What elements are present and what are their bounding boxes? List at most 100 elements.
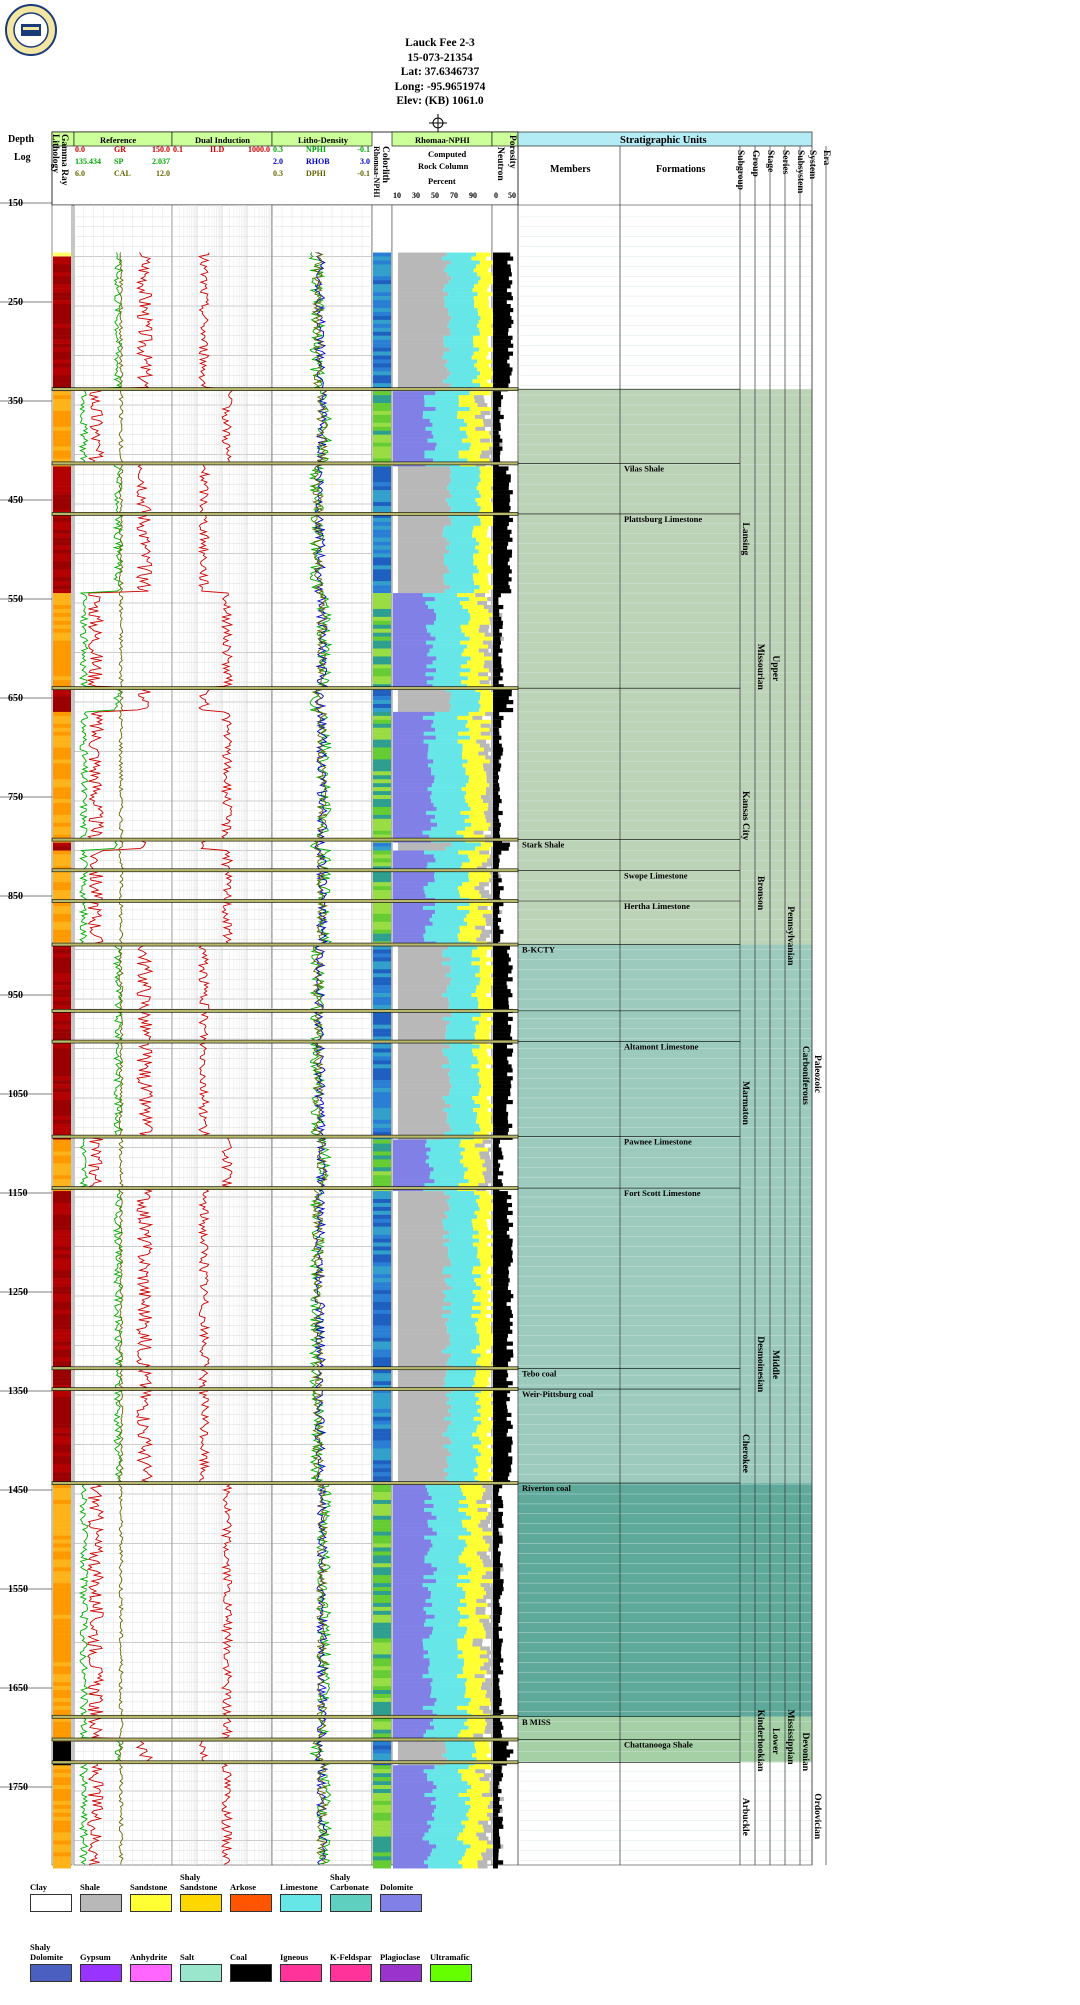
neutron-fill bbox=[493, 1721, 503, 1726]
rock-column-segment bbox=[397, 1305, 443, 1311]
rock-column-segment bbox=[447, 367, 478, 372]
rock-column-segment bbox=[446, 1369, 477, 1374]
rock-column-segment bbox=[461, 1777, 480, 1782]
rock-column-segment bbox=[450, 1258, 480, 1263]
rock-column-segment bbox=[393, 1769, 424, 1774]
rock-column-segment bbox=[445, 1210, 475, 1216]
neutron-fill bbox=[493, 1591, 503, 1596]
rock-column-segment bbox=[427, 882, 463, 887]
rock-column-segment bbox=[445, 1393, 476, 1398]
rock-column-segment bbox=[469, 814, 486, 820]
ld-name: NPHI bbox=[306, 145, 326, 154]
rock-column-segment bbox=[482, 1495, 492, 1501]
gamma-ray-fill bbox=[53, 1428, 71, 1433]
rock-column-segment bbox=[393, 1076, 398, 1081]
rock-column-segment bbox=[476, 1428, 492, 1433]
neutron-fill bbox=[493, 1571, 501, 1576]
colorlith-fill bbox=[373, 707, 391, 713]
rock-column-segment bbox=[397, 700, 450, 705]
rock-column-segment bbox=[393, 723, 432, 728]
rock-column-segment bbox=[476, 866, 487, 871]
rock-column-segment bbox=[450, 1088, 480, 1093]
neutron-fill bbox=[493, 1020, 508, 1025]
rock-column-segment bbox=[431, 1690, 466, 1695]
rock-column-segment bbox=[397, 1127, 452, 1132]
gamma-ray-fill bbox=[53, 1452, 71, 1457]
legend-label: Anhydrite bbox=[130, 1952, 168, 1962]
rock-column-segment bbox=[397, 537, 447, 542]
rock-scale-tick: 10 bbox=[393, 191, 401, 200]
neutron-fill bbox=[493, 403, 502, 408]
rock-column-segment bbox=[487, 1804, 498, 1810]
rock-column-segment bbox=[397, 1325, 448, 1330]
neutron-fill bbox=[493, 1048, 514, 1053]
rock-column-segment bbox=[397, 1309, 452, 1315]
gamma-ray-fill bbox=[53, 406, 71, 412]
colorlith-fill bbox=[373, 1464, 391, 1469]
colorlith-fill bbox=[373, 1266, 391, 1271]
gamma-ray-fill bbox=[53, 292, 71, 297]
rock-column-segment bbox=[393, 957, 398, 962]
colorlith-fill bbox=[373, 1198, 391, 1204]
colorlith-fill bbox=[373, 371, 391, 376]
gamma-ray-fill bbox=[53, 1317, 71, 1322]
rock-column-segment bbox=[449, 327, 480, 332]
colorlith-fill bbox=[373, 1408, 391, 1414]
gamma-ray-fill bbox=[53, 1012, 71, 1018]
gamma-ray-fill bbox=[53, 545, 71, 550]
rock-column-segment bbox=[472, 715, 483, 721]
colorlith-fill bbox=[373, 787, 391, 792]
rock-column-segment bbox=[458, 937, 477, 942]
rock-column-segment bbox=[393, 688, 398, 693]
rock-column-segment bbox=[479, 1020, 494, 1025]
gamma-ray-fill bbox=[53, 1852, 71, 1857]
legend-item: Limestone bbox=[280, 1870, 324, 1912]
rock-column-segment bbox=[393, 1622, 425, 1627]
rock-column-segment bbox=[393, 1246, 398, 1251]
scale-max: 2.037 bbox=[152, 157, 170, 166]
rock-column-segment bbox=[430, 1693, 465, 1699]
rock-column-segment bbox=[393, 375, 398, 380]
ld-min: 0.3 bbox=[273, 145, 283, 154]
rock-column-segment bbox=[475, 1610, 486, 1616]
legend-swatch bbox=[130, 1894, 172, 1912]
gamma-ray-fill bbox=[53, 268, 71, 273]
rock-column-segment bbox=[425, 925, 460, 930]
rock-column-segment bbox=[431, 767, 466, 772]
rock-column-segment bbox=[467, 802, 489, 808]
strat-shade bbox=[518, 944, 812, 1484]
rock-column-segment bbox=[447, 375, 478, 380]
neutron-fill bbox=[493, 1103, 507, 1109]
rock-column-segment bbox=[446, 1361, 477, 1366]
gamma-ray-fill bbox=[53, 1591, 71, 1596]
rock-column-segment bbox=[397, 509, 451, 515]
neutron-fill bbox=[493, 648, 503, 653]
rock-column-segment bbox=[451, 1404, 481, 1410]
rock-column-segment bbox=[473, 351, 489, 356]
scale-min: 135.434 bbox=[75, 157, 101, 166]
colorlith-fill bbox=[373, 395, 391, 400]
rock-column-segment bbox=[393, 965, 398, 970]
gamma-ray-fill bbox=[53, 1278, 71, 1283]
neutron-fill bbox=[493, 1765, 502, 1770]
neutron-fill bbox=[493, 953, 509, 958]
gamma-ray-fill bbox=[53, 343, 71, 348]
rock-column-segment bbox=[393, 1523, 429, 1528]
rock-column-segment bbox=[472, 1753, 487, 1758]
rock-column-segment bbox=[393, 894, 426, 899]
neutron-fill bbox=[493, 1246, 512, 1251]
colorlith-fill bbox=[373, 925, 391, 930]
gamma-ray-fill bbox=[53, 1773, 71, 1778]
rock-column-segment bbox=[473, 557, 489, 562]
rock-column-segment bbox=[393, 399, 425, 404]
rank-label: Kansas City bbox=[740, 791, 750, 841]
neutron-fill bbox=[493, 850, 502, 855]
unit-boundary bbox=[51, 1481, 519, 1485]
rock-column-segment bbox=[485, 711, 495, 717]
colorlith-fill bbox=[373, 1250, 391, 1255]
rock-column-segment bbox=[393, 1721, 431, 1726]
rock-column-segment bbox=[397, 1250, 449, 1255]
rock-column-segment bbox=[393, 438, 428, 443]
rock-column-segment bbox=[434, 878, 470, 883]
rock-column-segment bbox=[475, 1036, 490, 1041]
